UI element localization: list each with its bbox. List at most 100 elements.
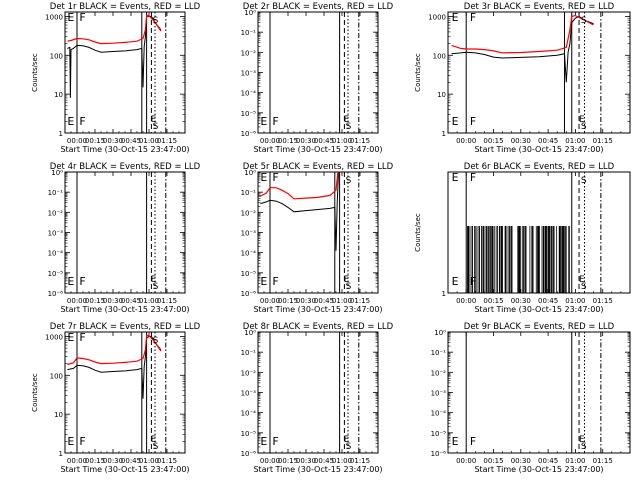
marker-s: S [153, 442, 159, 452]
marker-ec: E [344, 275, 350, 285]
panel-det-8: Det 8r BLACK = Events, RED = LLD 10⁻⁶ 10⁻⁵… [241, 322, 394, 474]
x-tick-label: 00:15 [483, 137, 503, 145]
x-tick-label: 00:45 [121, 137, 141, 145]
marker-f-top: F [79, 331, 85, 344]
x-tick-label: 01:15 [157, 137, 177, 145]
x-tick-label: 00:15 [278, 457, 298, 465]
marker-ec: E [344, 115, 350, 125]
marker-ec: E [151, 275, 157, 285]
y-tick-label: 10⁻⁵ [241, 110, 257, 118]
marker-e-top: E [452, 11, 459, 24]
marker-s: S [581, 122, 587, 132]
y-tick-label: 10⁰ [244, 169, 256, 177]
marker-e-top: E [67, 331, 74, 344]
series-group [260, 172, 339, 251]
x-axis-label: Start Time (30-Oct-15 23:47:00) [253, 465, 382, 474]
x-axis-label: Start Time (30-Oct-15 23:47:00) [253, 305, 382, 314]
panel-title: Det 1r BLACK = Events, RED = LLD [50, 2, 201, 12]
panel-det-6: Det 6r BLACK = Events, RED = LLD 1 00:00 00… [414, 162, 631, 314]
x-tick-label: 01:15 [350, 137, 370, 145]
panel-det-4: Det 4r BLACK = Events, RED = LLD 10⁻⁶ 10⁻⁵… [48, 162, 201, 314]
marker-ec: E [579, 115, 585, 125]
x-tick-label: 01:00 [332, 297, 352, 305]
y-axis-label: Counts/sec [31, 53, 39, 92]
y-tick-label: 100 [50, 372, 63, 380]
series-lld [67, 335, 162, 366]
x-tick-label: 00:45 [121, 457, 141, 465]
marker-f: F [79, 275, 85, 288]
x-tick-label: 00:30 [511, 457, 531, 465]
y-axis-label: Counts/sec [414, 213, 422, 252]
panel-title: Det 7r BLACK = Events, RED = LLD [50, 322, 201, 332]
x-tick-label: 00:15 [278, 297, 298, 305]
x-tick-label: 00:45 [314, 297, 334, 305]
marker-ec: E [151, 435, 157, 445]
panel-title: Det 3r BLACK = Events, RED = LLD [464, 2, 615, 12]
y-tick-label: 10⁻¹ [241, 349, 257, 357]
y-tick-label: 10⁻⁴ [431, 410, 447, 418]
y-tick-label: 10⁰ [244, 9, 256, 17]
panel-title: Det 5r BLACK = Events, RED = LLD [243, 162, 394, 172]
x-tick-label: 00:00 [67, 297, 87, 305]
y-axis-label: Counts/sec [414, 53, 422, 92]
y-tick-label: 10⁻² [241, 209, 257, 217]
panel-title: Det 8r BLACK = Events, RED = LLD [243, 322, 394, 332]
panel-det-2: Det 2r BLACK = Events, RED = LLD 10⁻⁶ 10⁻⁵… [241, 2, 394, 154]
marker-f: F [272, 115, 278, 128]
x-tick-label: 00:00 [67, 457, 87, 465]
y-tick-label: 1000 [45, 333, 63, 341]
x-axis-label: Start Time (30-Oct-15 23:47:00) [474, 465, 603, 474]
x-tick-label: 00:15 [85, 297, 105, 305]
y-tick-label: 1 [59, 130, 63, 138]
marker-ec: E [344, 435, 350, 445]
marker-e: E [67, 115, 74, 128]
marker-e: E [260, 275, 267, 288]
y-tick-label: 10⁻³ [241, 70, 257, 78]
x-tick-label: 01:15 [350, 297, 370, 305]
series-events [260, 172, 339, 251]
y-tick-label: 10⁻⁶ [241, 290, 257, 298]
y-tick-label: 10⁰ [244, 329, 256, 337]
marker-f: F [79, 115, 85, 128]
series-lld [451, 14, 594, 54]
series-group [467, 226, 570, 293]
x-tick-label: 01:00 [565, 457, 585, 465]
marker-s: S [153, 122, 159, 132]
marker-e: E [260, 115, 267, 128]
marker-e: E [67, 275, 74, 288]
marker-ec: E [151, 115, 157, 125]
y-tick-label: 10 [437, 91, 446, 99]
x-axis-label: Start Time (30-Oct-15 23:47:00) [60, 305, 189, 314]
x-tick-label: 01:00 [332, 137, 352, 145]
y-tick-label: 10⁻² [241, 369, 257, 377]
marker-f: F [79, 435, 85, 448]
y-tick-label: 10⁻⁴ [241, 90, 257, 98]
marker-f: F [272, 275, 278, 288]
x-tick-label: 00:15 [85, 457, 105, 465]
x-axis-label: Start Time (30-Oct-15 23:47:00) [60, 465, 189, 474]
x-tick-label: 00:45 [538, 297, 558, 305]
panel-title: Det 6r BLACK = Events, RED = LLD [464, 162, 615, 172]
x-tick-label: 00:00 [456, 137, 476, 145]
series-events [67, 15, 162, 98]
y-tick-label: 100 [50, 52, 63, 60]
marker-e: E [67, 435, 74, 448]
x-tick-label: 00:30 [511, 137, 531, 145]
y-tick-label: 10⁻¹ [431, 349, 447, 357]
panel-det-7: Det 7r BLACK = Events, RED = LLD 1 10 100 10… [31, 322, 201, 474]
marker-ec: E [579, 435, 585, 445]
x-tick-label: 00:00 [260, 137, 280, 145]
y-tick-label: 10⁰ [434, 329, 446, 337]
y-tick-label: 10⁻⁵ [241, 270, 257, 278]
y-tick-label: 10⁻² [48, 209, 64, 217]
x-tick-label: 00:00 [67, 137, 87, 145]
y-tick-label: 10⁻³ [241, 230, 257, 238]
y-tick-label: 10⁻² [241, 49, 257, 57]
x-tick-label: 00:45 [314, 137, 334, 145]
x-tick-label: 01:15 [157, 297, 177, 305]
marker-f-top: F [470, 171, 476, 184]
x-tick-label: 01:15 [593, 297, 613, 305]
y-tick-label: 1000 [45, 13, 63, 21]
